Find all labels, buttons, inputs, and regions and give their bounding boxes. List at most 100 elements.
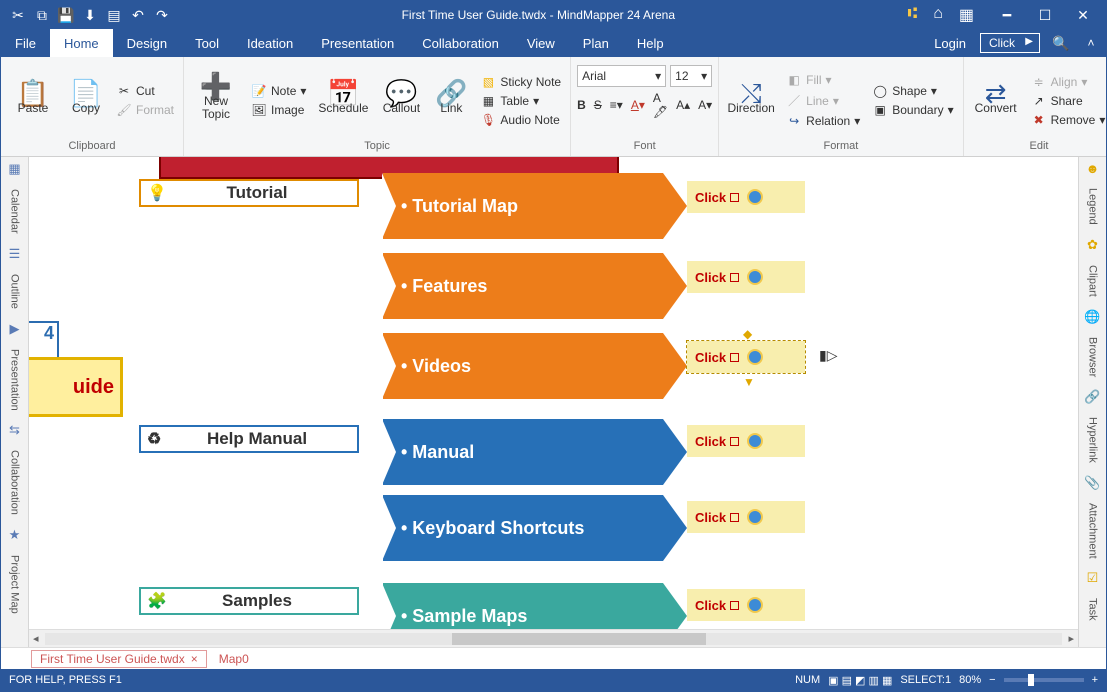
menu-view[interactable]: View xyxy=(513,29,569,57)
font-select[interactable]: Arial▾ xyxy=(577,65,666,87)
menu-design[interactable]: Design xyxy=(113,29,181,57)
click-node[interactable]: Click xyxy=(687,425,805,457)
menu-plan[interactable]: Plan xyxy=(569,29,623,57)
relation-button[interactable]: ↪Relation▾ xyxy=(783,113,863,129)
menu-collaboration[interactable]: Collaboration xyxy=(408,29,513,57)
direction-button[interactable]: ⤭Direction xyxy=(725,63,777,139)
click-node[interactable]: Click xyxy=(687,589,805,621)
menu-presentation[interactable]: Presentation xyxy=(307,29,408,57)
share-button[interactable]: ↗Share xyxy=(1028,93,1107,109)
link-button[interactable]: 🔗Link xyxy=(431,63,471,139)
item-node[interactable]: • Keyboard Shortcuts xyxy=(383,495,663,561)
right-tab-clipart[interactable]: Clipart xyxy=(1087,263,1099,299)
shrink-font-button[interactable]: A▾ xyxy=(698,98,712,112)
branch-node[interactable]: ♻Help Manual xyxy=(139,425,359,453)
boundary-button[interactable]: ▣Boundary▾ xyxy=(869,102,956,118)
handle-icon[interactable]: ▼ xyxy=(743,375,755,389)
audio-button[interactable]: 🎙Audio Note xyxy=(477,112,564,128)
scroll-left-icon[interactable]: ◂ xyxy=(33,632,39,645)
remove-button[interactable]: ✖Remove▾ xyxy=(1028,112,1107,128)
zoom-in-icon[interactable]: + xyxy=(1092,674,1098,686)
click-node[interactable]: Click xyxy=(687,261,805,293)
minimize-button[interactable]: ━ xyxy=(998,6,1016,24)
zoom-slider[interactable] xyxy=(1004,678,1084,682)
fontsize-select[interactable]: 12▾ xyxy=(670,65,712,87)
paste-button[interactable]: 📋Paste xyxy=(7,63,59,139)
root-node[interactable]: uide xyxy=(29,357,123,417)
item-node[interactable]: • Tutorial Map xyxy=(383,173,663,239)
schedule-button[interactable]: 📅Schedule xyxy=(315,63,371,139)
handle-icon[interactable]: ◆ xyxy=(743,327,752,341)
book-icon[interactable]: ▤ xyxy=(105,6,123,24)
collapse-ribbon-icon[interactable]: ˄ xyxy=(1076,36,1106,50)
left-tab-calendar[interactable]: Calendar xyxy=(9,187,21,236)
cut-button[interactable]: ✂Cut xyxy=(113,83,177,99)
callout-button[interactable]: 💬Callout xyxy=(377,63,425,139)
right-tab-task[interactable]: Task xyxy=(1087,596,1099,623)
left-tab-project-map[interactable]: Project Map xyxy=(9,553,21,616)
doc-tab[interactable]: First Time User Guide.twdx× xyxy=(31,650,207,668)
line-button[interactable]: ／Line▾ xyxy=(783,91,863,110)
table-button[interactable]: ▦Table▾ xyxy=(477,93,564,109)
item-node[interactable]: • Features xyxy=(383,253,663,319)
branch-icon[interactable]: ⑆ xyxy=(908,5,918,25)
item-node[interactable]: • Manual xyxy=(383,419,663,485)
left-tab-collaboration[interactable]: Collaboration xyxy=(9,448,21,517)
right-tab-legend[interactable]: Legend xyxy=(1087,186,1099,227)
newtopic-button[interactable]: ➕New Topic xyxy=(190,63,242,139)
redo-icon[interactable]: ↷ xyxy=(153,6,171,24)
scroll-right-icon[interactable]: ▸ xyxy=(1068,632,1074,645)
align-button[interactable]: ≡▾ xyxy=(610,98,623,112)
home-icon[interactable]: ⌂ xyxy=(933,5,943,25)
align-edit-button[interactable]: ≑Align▾ xyxy=(1028,74,1107,90)
convert-button[interactable]: ⇄Convert xyxy=(970,63,1022,139)
undo-icon[interactable]: ↶ xyxy=(129,6,147,24)
sticky-button[interactable]: ▧Sticky Note xyxy=(477,74,564,90)
menu-help[interactable]: Help xyxy=(623,29,678,57)
format-button[interactable]: 🖌Format xyxy=(113,102,177,118)
left-tab-outline[interactable]: Outline xyxy=(9,272,21,311)
item-node[interactable]: • Sample Maps xyxy=(383,583,663,629)
add-right-icon[interactable]: ▮▷ xyxy=(819,347,837,364)
save-icon[interactable]: 💾 xyxy=(57,6,75,24)
click-link[interactable]: Click xyxy=(980,33,1040,53)
new-icon[interactable]: ⧉ xyxy=(33,6,51,24)
bold-button[interactable]: B xyxy=(577,98,586,112)
h-scrollbar[interactable]: ◂ ▸ xyxy=(29,629,1078,647)
search-icon[interactable]: 🔍 xyxy=(1046,35,1076,52)
login-link[interactable]: Login xyxy=(920,29,980,57)
menu-ideation[interactable]: Ideation xyxy=(233,29,307,57)
grow-font-button[interactable]: A▴ xyxy=(676,98,690,112)
menu-tool[interactable]: Tool xyxy=(181,29,233,57)
doc-tab[interactable]: Map0 xyxy=(211,651,257,667)
shape-button[interactable]: ◯Shape▾ xyxy=(869,83,956,99)
click-node[interactable]: Click xyxy=(687,341,805,373)
calendar-icon[interactable]: ▦ xyxy=(959,5,974,25)
copy-button[interactable]: 📄Copy xyxy=(65,63,107,139)
fill-button[interactable]: ◧Fill▾ xyxy=(783,72,863,88)
item-node[interactable]: • Videos xyxy=(383,333,663,399)
note-button[interactable]: 📝Note▾ xyxy=(248,83,309,99)
image-button[interactable]: 🖼Image xyxy=(248,102,309,118)
zoom-out-icon[interactable]: − xyxy=(989,674,995,686)
close-button[interactable]: ✕ xyxy=(1074,6,1092,24)
right-tab-hyperlink[interactable]: Hyperlink xyxy=(1087,415,1099,465)
click-node[interactable]: Click xyxy=(687,501,805,533)
fontcase-button[interactable]: A🖋 xyxy=(653,91,668,119)
right-tab-attachment[interactable]: Attachment xyxy=(1087,501,1099,561)
branch-node[interactable]: 💡Tutorial xyxy=(139,179,359,207)
branch-node[interactable]: 🧩Samples xyxy=(139,587,359,615)
right-tab-browser[interactable]: Browser xyxy=(1087,335,1099,379)
download-icon[interactable]: ⬇ xyxy=(81,6,99,24)
click-node[interactable]: Click xyxy=(687,181,805,213)
menu-home[interactable]: Home xyxy=(50,29,113,57)
fontcolor-button[interactable]: A▾ xyxy=(631,98,645,112)
menu-file[interactable]: File xyxy=(1,29,50,57)
scissors-icon[interactable]: ✂ xyxy=(9,6,27,24)
view-icons[interactable]: ▣ ▤ ◩ ▥ ▦ xyxy=(828,674,892,687)
close-tab-icon[interactable]: × xyxy=(191,652,198,666)
canvas[interactable]: 4uide💡Tutorial• Tutorial Map• Features• … xyxy=(29,157,1078,629)
strike-button[interactable]: S xyxy=(594,98,602,112)
left-tab-presentation[interactable]: Presentation xyxy=(9,347,21,413)
maximize-button[interactable]: ☐ xyxy=(1036,6,1054,24)
